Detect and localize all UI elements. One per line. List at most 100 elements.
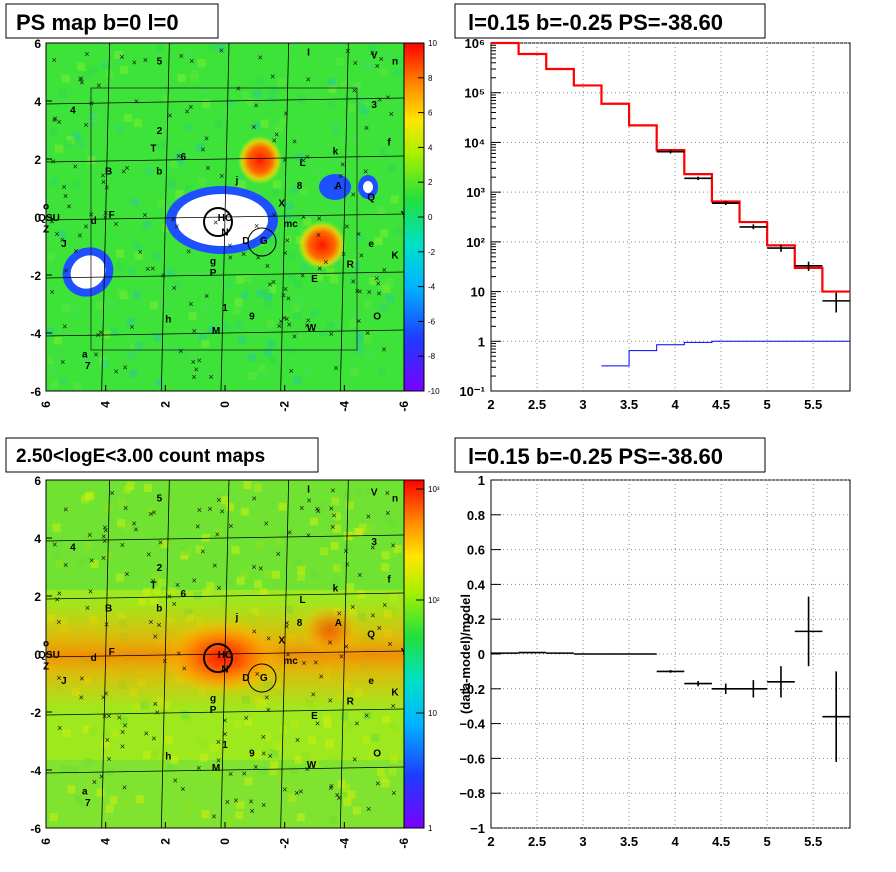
map-pixel — [82, 725, 91, 734]
source-marker: × — [106, 711, 111, 721]
map-pixel — [115, 573, 124, 582]
map-pixel — [166, 764, 175, 772]
map-pixel — [103, 330, 111, 339]
map-x-tick-label: -6 — [397, 401, 411, 412]
source-marker: × — [121, 166, 126, 176]
source-marker: × — [192, 576, 197, 586]
map-pixel — [221, 322, 230, 331]
source-marker: × — [101, 532, 106, 542]
gc-emission-peak — [162, 619, 282, 695]
map-pixel — [275, 742, 283, 751]
map-pixel — [210, 743, 219, 752]
source-label: B — [105, 167, 112, 178]
source-marker: × — [182, 664, 187, 674]
map-pixel — [241, 291, 250, 299]
map-pixel — [111, 729, 120, 737]
map-pixel — [209, 317, 218, 326]
x-tick-label: 2 — [487, 834, 494, 849]
map-pixel — [74, 795, 83, 804]
source-label: 7 — [85, 361, 91, 372]
map-pixel — [201, 533, 210, 542]
source-label: E — [311, 711, 318, 722]
source-marker: × — [148, 617, 153, 627]
map-pixel — [332, 319, 341, 328]
source-marker: × — [219, 507, 224, 517]
map-pixel — [248, 353, 257, 362]
map-pixel — [198, 87, 207, 96]
map-pixel — [259, 588, 268, 597]
grid-line-lat — [45, 155, 405, 163]
gc-circle — [203, 643, 233, 673]
source-marker: × — [387, 639, 392, 649]
map-pixel — [185, 50, 193, 59]
map-pixel — [233, 307, 242, 315]
map-pixel — [358, 523, 367, 532]
map-pixel — [214, 120, 223, 129]
source-marker: × — [391, 788, 396, 798]
map-pixel — [364, 487, 373, 496]
residual-title: l=0.15 b=-0.25 PS=-38.60 — [468, 444, 723, 469]
source-marker: × — [63, 191, 68, 201]
y-tick-label: 1 — [478, 473, 485, 488]
source-marker: × — [92, 777, 97, 787]
y-tick-label: 10² — [466, 235, 485, 250]
map-pixel — [286, 346, 295, 355]
grid-line-lon — [339, 42, 349, 392]
map-pixel — [271, 188, 279, 197]
source-marker: × — [77, 231, 82, 241]
source-marker: × — [376, 289, 381, 299]
source-marker: × — [191, 372, 196, 382]
map-pixel — [200, 304, 209, 313]
source-marker: × — [216, 495, 221, 505]
map-pixel — [381, 551, 390, 560]
map-pixel — [101, 739, 110, 748]
map-pixel — [345, 501, 354, 510]
map-pixel — [244, 777, 253, 786]
source-label: a — [82, 349, 88, 360]
x-tick-label: 2.5 — [528, 397, 546, 412]
map-pixel — [128, 267, 137, 276]
map-pixel — [50, 380, 59, 389]
source-marker: × — [375, 779, 380, 789]
source-label: b — [156, 604, 162, 615]
source-marker: × — [60, 235, 65, 245]
map-pixel — [114, 50, 123, 59]
map-y-tick-label: 4 — [34, 532, 41, 546]
map-pixel — [166, 268, 175, 277]
map-pixel — [129, 369, 138, 378]
map-pixel — [330, 275, 339, 284]
source-label: J — [61, 239, 67, 250]
map-pixel — [236, 576, 245, 585]
source-marker: × — [317, 213, 322, 223]
source-marker: × — [385, 508, 390, 518]
source-label: 2 — [157, 126, 163, 137]
map-pixel — [117, 288, 125, 297]
map-pixel — [162, 223, 171, 232]
source-marker: × — [52, 115, 57, 125]
source-marker: × — [143, 55, 148, 65]
source-marker: × — [271, 210, 276, 220]
x-tick-label: 5 — [764, 834, 771, 849]
map-y-tick-label: 6 — [34, 37, 41, 51]
y-tick-label: 10⁵ — [464, 86, 485, 101]
source-label: 7 — [85, 798, 91, 809]
source-marker: × — [282, 784, 287, 794]
ps-hot-spot — [298, 221, 346, 269]
map-pixel — [346, 583, 355, 592]
map-pixel — [340, 81, 349, 89]
source-marker: × — [122, 782, 127, 792]
source-marker: × — [215, 529, 220, 539]
map-pixel — [297, 566, 306, 575]
source-marker: × — [351, 277, 356, 287]
source-label: QSU — [38, 650, 60, 661]
source-marker: × — [189, 56, 194, 66]
source-marker: × — [79, 74, 84, 84]
source-label: R — [347, 696, 355, 707]
map-pixel — [73, 181, 82, 190]
source-marker: × — [96, 80, 101, 90]
source-label: V — [371, 488, 378, 499]
map-pixel — [157, 199, 166, 208]
grid-line-lon — [160, 479, 170, 829]
source-marker: × — [252, 626, 257, 636]
map-pixel — [236, 174, 245, 183]
